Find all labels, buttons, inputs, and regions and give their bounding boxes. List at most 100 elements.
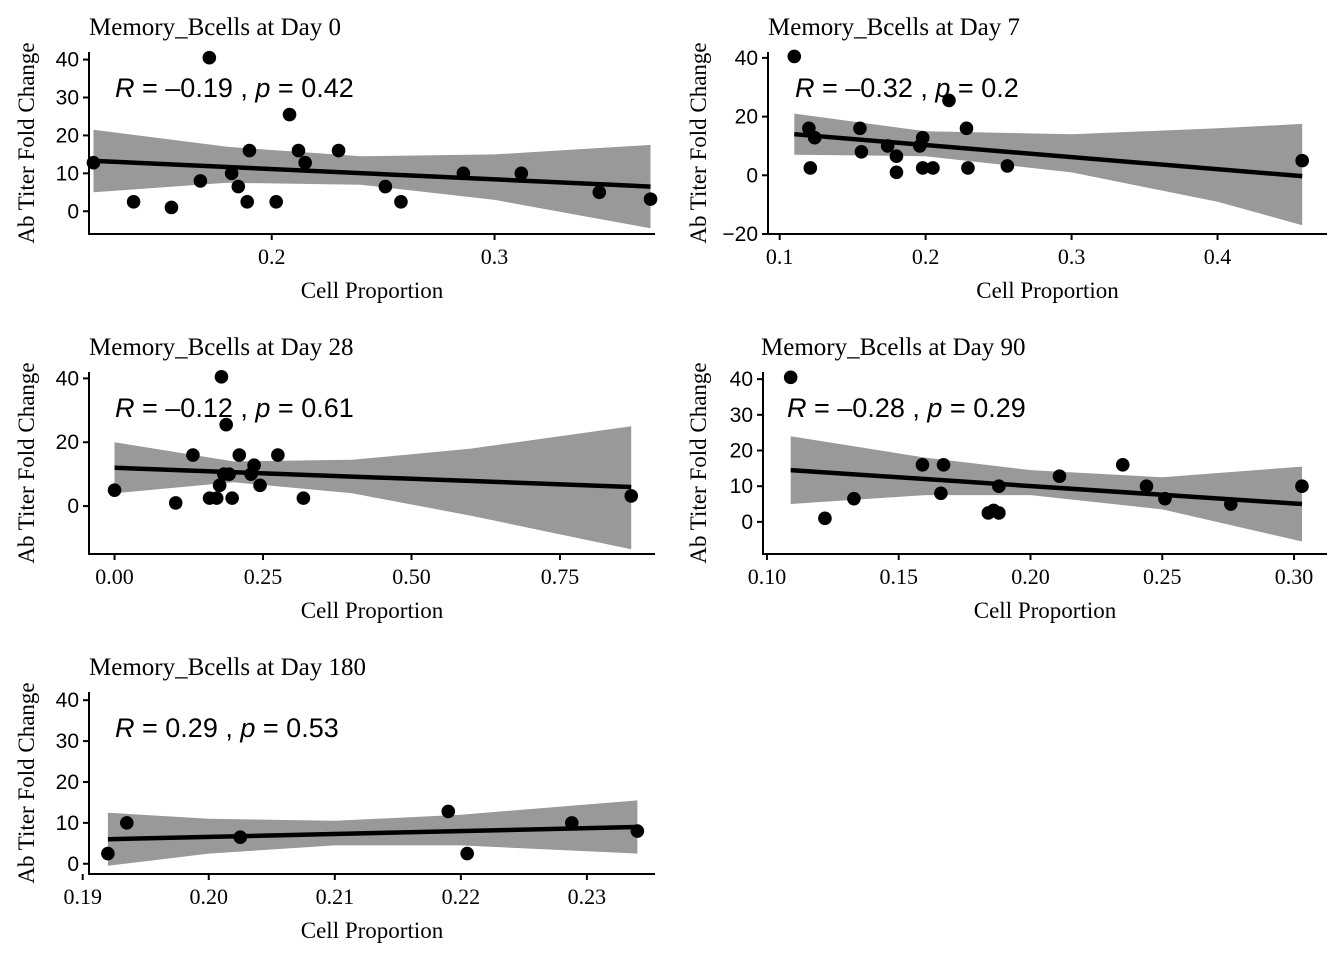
p-label: p [254,393,270,423]
panel-day-28: 0 20 40 0.00 0.25 0.50 0.75 Memory_Bcells at Da… [14,334,655,623]
correlation-annotation: R = –0.28 , p = 0.29 [787,393,1026,423]
data-point [961,161,975,175]
x-tick-label: 0.75 [541,564,580,589]
data-point [853,121,867,136]
panel-title: Memory_Bcells at Day 28 [89,334,354,361]
data-point [783,370,798,385]
y-tick-label: 20 [56,124,79,147]
data-point [232,448,247,462]
data-point [880,139,895,153]
y-tick-label: 0 [67,853,79,876]
data-point [164,200,179,215]
x-tick-label: 0.21 [316,884,355,909]
p-label: p [934,73,950,103]
data-point [214,369,229,384]
data-point [107,483,122,497]
r-value: –0.19 [165,73,233,103]
data-point [120,816,134,830]
data-point [224,166,239,181]
data-point [1052,469,1067,484]
regression-line [790,467,1303,507]
x-tick-label: 0.1 [766,244,794,269]
data-point [915,161,930,175]
y-tick-label: 10 [56,162,79,185]
x-tick-label: 0.23 [568,884,607,909]
data-point [934,486,948,501]
y-axis-label: Ab Titer Fold Change [686,42,711,243]
data-point [253,478,267,493]
data-point [86,155,101,170]
annotation-separator: = [270,73,301,103]
data-point [282,107,297,122]
r-label: R [115,73,135,103]
data-point [1224,497,1238,511]
data-point [624,489,639,503]
p-label: p [239,713,255,743]
p-value: 0.53 [286,713,339,743]
regression-line [794,131,1303,179]
annotation-separator: = [807,393,838,423]
confidence-band [93,129,651,229]
x-tick-label: 0.15 [879,564,918,589]
data-point [514,166,529,181]
annotation-separator: , [233,393,256,423]
x-tick-label: 0.25 [1143,564,1182,589]
data-point [291,143,306,158]
data-point [818,511,832,526]
annotation-separator: = [135,393,166,423]
data-point [643,192,658,206]
data-point [331,143,346,158]
r-value: –0.32 [845,73,913,103]
data-point [565,816,579,830]
y-axis-label: Ab Titer Fold Change [14,362,39,563]
x-tick-label: 0.2 [912,244,940,269]
data-point [242,143,257,158]
data-point [460,846,474,861]
annotation-separator: , [233,73,256,103]
y-tick-label: −20 [722,223,758,246]
data-point [378,179,393,194]
data-point [222,467,236,481]
annotation-separator: , [913,73,936,103]
x-tick-label: 0.3 [481,244,509,269]
r-value: 0.29 [165,713,218,743]
panel-title: Memory_Bcells at Day 0 [89,14,341,41]
r-label: R [115,393,135,423]
y-axis-label: Ab Titer Fold Change [14,682,39,883]
y-tick-label: 20 [56,431,79,454]
p-value: 0.61 [301,393,354,423]
correlation-annotation: R = –0.12 , p = 0.61 [115,393,354,423]
data-point [630,824,645,838]
y-tick-label: 40 [735,47,758,70]
data-point [101,846,115,861]
data-point [992,479,1006,493]
y-tick-label: 20 [730,440,753,463]
x-axis-label: Cell Proportion [974,598,1117,623]
data-point [271,448,285,462]
x-tick-label: 0.22 [442,884,481,909]
y-tick-label: 0 [67,200,79,223]
data-point [202,50,217,65]
p-value: 0.42 [301,73,354,103]
r-label: R [787,393,807,423]
annotation-separator: = [815,73,846,103]
data-point [854,145,869,159]
x-tick-label: 0.30 [1275,564,1314,589]
annotation-separator: = [135,73,166,103]
data-point [807,130,822,145]
r-value: –0.28 [837,393,905,423]
x-tick-label: 0.50 [392,564,431,589]
data-point [959,121,974,136]
data-point [1000,159,1015,173]
correlation-annotation: R = –0.19 , p = 0.42 [115,73,354,103]
x-axis-label: Cell Proportion [976,278,1119,303]
y-tick-label: 20 [56,771,79,794]
y-tick-label: 10 [730,475,753,498]
data-point [1295,153,1309,168]
x-axis-label: Cell Proportion [301,918,444,943]
data-point [992,506,1006,520]
data-point [915,130,930,145]
y-tick-label: 40 [730,368,753,391]
data-point [225,491,239,505]
correlation-annotation: R = –0.32 , p = 0.2 [795,73,1019,103]
